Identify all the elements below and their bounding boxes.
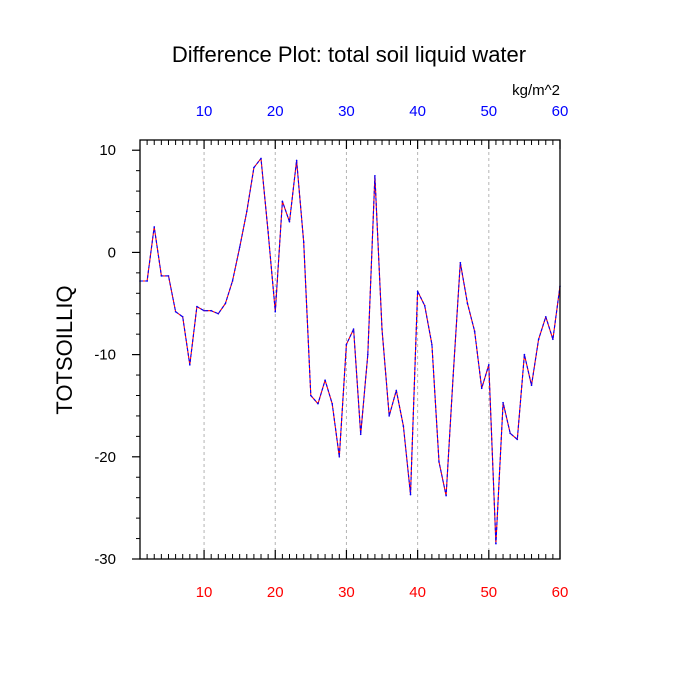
- axis-ticks: [132, 140, 561, 560]
- data-point: [203, 309, 205, 312]
- data-point: [431, 343, 433, 346]
- data-point: [181, 315, 184, 318]
- data-point: [502, 401, 504, 404]
- data-point: [488, 364, 490, 366]
- plot-frame: [139, 139, 561, 560]
- series-line-solid: [140, 157, 561, 545]
- data-point: [509, 432, 511, 435]
- data-point: [253, 166, 255, 169]
- y-tick-label: -10: [94, 347, 116, 364]
- data-point: [217, 312, 220, 315]
- data-point: [516, 438, 519, 441]
- data-point: [302, 241, 305, 243]
- data-point: [552, 338, 554, 341]
- grid-lines: [203, 140, 490, 559]
- x-tick-label-top: 60: [552, 103, 569, 120]
- series-line-dashed: [140, 157, 561, 545]
- data-point: [160, 275, 163, 277]
- data-point: [167, 275, 170, 277]
- data-point: [274, 310, 277, 313]
- data-point: [345, 343, 348, 346]
- x-tick-label-bottom: 60: [552, 584, 569, 601]
- tick-labels: 10 0 -10 -20 -30 10 10 20 20 30 30 40 40 50 50 60 60: [94, 103, 568, 601]
- data-point: [452, 374, 455, 376]
- chart-title: Difference Plot: total soil liquid water: [172, 42, 526, 67]
- x-tick-label-bottom: 20: [267, 584, 284, 601]
- data-point: [288, 220, 291, 223]
- data-point: [537, 338, 540, 341]
- data-point: [196, 305, 198, 308]
- data-point: [331, 402, 334, 405]
- y-tick-label: -20: [94, 449, 116, 466]
- y-axis-label: TOTSOILLIQ: [52, 285, 77, 414]
- y-tick-label: 10: [99, 142, 116, 159]
- data-point: [295, 159, 298, 162]
- x-tick-label-bottom: 50: [480, 584, 497, 601]
- data-point: [210, 309, 212, 312]
- data-point: [544, 315, 547, 318]
- data-point: [459, 261, 462, 264]
- units-label: kg/m^2: [512, 82, 560, 99]
- data-point: [395, 389, 398, 392]
- x-tick-label-top: 40: [409, 103, 426, 120]
- data-point: [388, 415, 390, 417]
- data-point: [423, 304, 426, 307]
- data-point: [338, 456, 341, 458]
- x-tick-label-top: 20: [267, 103, 284, 120]
- data-point: [153, 226, 156, 228]
- data-point: [438, 461, 440, 463]
- data-point: [366, 353, 369, 356]
- y-tick-label: 0: [108, 244, 116, 261]
- data-point: [174, 310, 177, 313]
- data-point: [146, 280, 148, 282]
- data-point: [231, 280, 234, 282]
- data-point: [381, 328, 383, 330]
- data-point: [281, 200, 284, 203]
- data-point: [402, 425, 405, 427]
- data-point: [495, 542, 497, 545]
- data-point: [359, 433, 362, 436]
- data-point: [445, 494, 447, 497]
- data-point: [416, 290, 419, 293]
- x-tick-label-top: 10: [196, 103, 213, 120]
- x-tick-label-bottom: 10: [196, 584, 213, 601]
- data-point: [267, 231, 269, 233]
- data-point: [189, 364, 191, 366]
- data-point: [466, 302, 469, 305]
- data-point: [317, 402, 319, 405]
- data-point: [310, 394, 312, 397]
- data-point: [245, 210, 248, 213]
- data-point: [238, 246, 241, 249]
- x-tick-label-top: 30: [338, 103, 355, 120]
- data-point: [224, 302, 227, 305]
- data-point: [523, 353, 526, 356]
- data-point: [374, 174, 376, 177]
- data-point: [473, 330, 476, 332]
- x-tick-label-top: 50: [480, 103, 497, 120]
- x-tick-label-bottom: 30: [338, 584, 355, 601]
- data-point: [480, 387, 483, 390]
- data-point: [530, 384, 533, 387]
- data-point: [409, 493, 412, 496]
- data-point: [324, 379, 326, 381]
- data-point: [352, 328, 355, 330]
- data-point: [260, 157, 262, 160]
- y-tick-label: -30: [94, 551, 116, 568]
- data-series: [139, 157, 561, 545]
- x-tick-label-bottom: 40: [409, 584, 426, 601]
